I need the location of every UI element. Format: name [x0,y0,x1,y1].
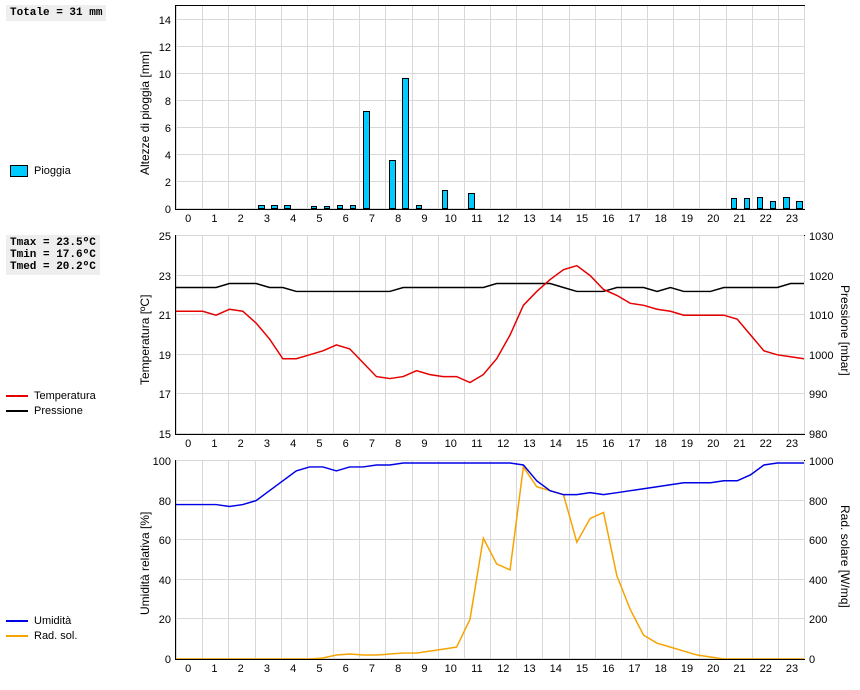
rain-bar [337,205,344,209]
rain-bar [744,198,751,209]
rain-bar [311,206,318,209]
rain-bar [402,78,409,209]
rain-bar [350,205,357,209]
rain-bar [731,198,738,209]
chart1-info-box: Totale = 31 mm [6,5,106,21]
rain-bar [271,205,278,209]
chart1-legend-pioggia: Pioggia [10,165,71,177]
rain-bar [757,197,764,209]
rain-bar [389,160,396,209]
rain-bar [284,205,291,209]
rain-swatch-icon [10,165,28,177]
rain-bar [363,111,370,209]
chart2-legend-press: Pressione [6,405,83,417]
rain-bar [796,201,803,209]
temperature-line-icon [6,395,28,397]
chart2-ylabel-right: Pressione [mbar] [838,285,852,376]
chart3-umid-rad: 02040608010002004006008001000 [175,460,805,660]
chart1-ylabel: Altezze di pioggia [mm] [138,51,152,175]
chart1-legend-label: Pioggia [34,165,71,177]
rain-bar [770,201,777,209]
chart2-legend-temp-label: Temperatura [34,390,96,402]
chart3-legend-umid: Umidità [6,615,71,627]
chart3-ylabel-left: Umidità relativa [%] [138,512,152,615]
pressure-line-icon [6,410,28,412]
rain-bar [258,205,265,209]
rain-bar [324,206,331,209]
chart2-temp-press: 1517192123259809901000101010201030 [175,235,805,435]
rain-bar [442,190,449,209]
rain-bar [468,193,475,209]
chart2-info-box: Tmax = 23.5ºC Tmin = 17.6ºC Tmed = 20.2º… [6,235,100,275]
chart2-legend-press-label: Pressione [34,405,83,417]
chart3-legend-rad: Rad. sol. [6,630,77,642]
rain-bar [783,197,790,209]
radiation-line-icon [6,635,28,637]
rain-bar [416,205,423,209]
chart3-ylabel-right: Rad. solare [W/mq] [838,505,852,608]
chart3-legend-rad-label: Rad. sol. [34,630,77,642]
humidity-line-icon [6,620,28,622]
chart2-ylabel-left: Temperatura [ºC] [138,295,152,385]
chart2-legend-temp: Temperatura [6,390,96,402]
chart3-legend-umid-label: Umidità [34,615,71,627]
chart1-rainfall: 02468101214 [175,5,805,210]
